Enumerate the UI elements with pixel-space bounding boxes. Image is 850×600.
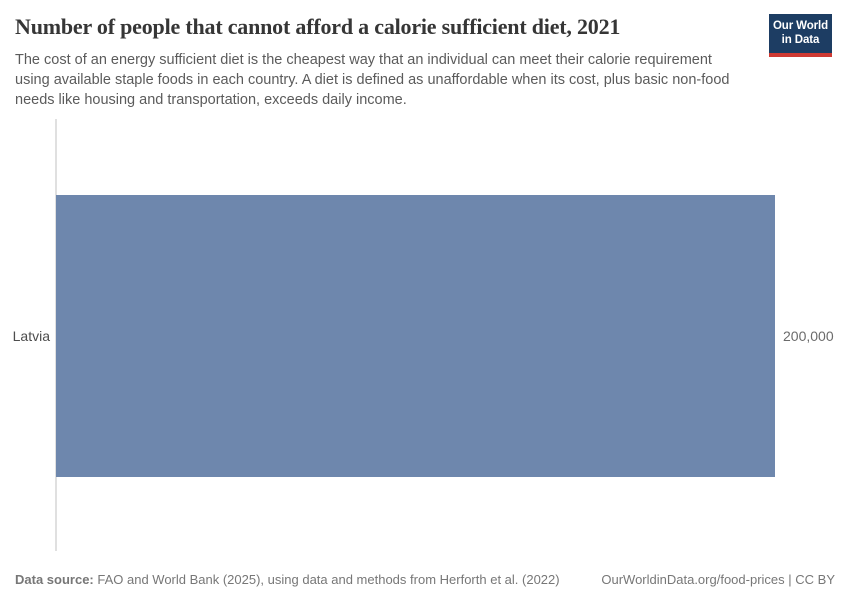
plot-area — [56, 119, 775, 551]
category-label-latvia: Latvia — [12, 328, 50, 344]
license-note: OurWorldinData.org/food-prices | CC BY — [601, 572, 835, 587]
data-source: Data source: FAO and World Bank (2025), … — [15, 572, 560, 587]
bar-latvia[interactable] — [56, 195, 775, 477]
data-source-label: Data source: — [15, 572, 94, 587]
value-label-latvia: 200,000 — [783, 328, 834, 344]
owid-logo[interactable]: Our World in Data — [769, 14, 832, 58]
footer-link[interactable]: OurWorldinData.org/food-prices — [601, 572, 785, 587]
chart-subtitle: The cost of an energy sufficient diet is… — [15, 52, 730, 108]
footer-license: | CC BY — [784, 572, 835, 587]
page-title: Number of people that cannot afford a ca… — [15, 14, 621, 39]
owid-logo-line-1: Our World — [772, 20, 829, 32]
footer: Data source: FAO and World Bank (2025), … — [15, 572, 835, 587]
data-source-text: FAO and World Bank (2025), using data an… — [93, 572, 560, 587]
owid-logo-line-2: in Data — [781, 34, 820, 47]
